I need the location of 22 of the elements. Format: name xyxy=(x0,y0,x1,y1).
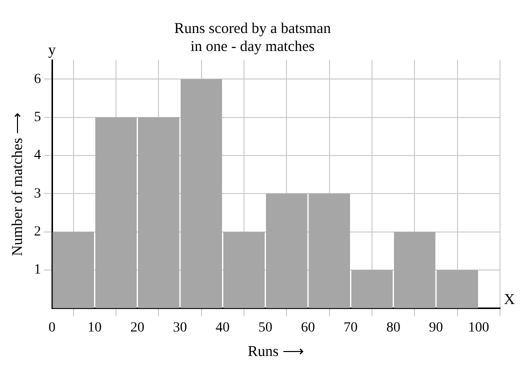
x-tick-label: 10 xyxy=(88,320,102,336)
y-axis-title: Number of matches ⟶ xyxy=(10,112,26,256)
text: y xyxy=(48,42,56,58)
y-tick-label: 3 xyxy=(34,186,41,202)
y-tick-label: 5 xyxy=(34,110,41,125)
text: X xyxy=(504,292,515,308)
y-tick-label: 4 xyxy=(34,148,41,164)
x-tick-label: 40 xyxy=(216,320,230,336)
x-tick-label: 0 xyxy=(48,320,56,336)
chart-title: Runs scored by a batsman in one - day matches xyxy=(174,20,332,55)
y-tick-label: 2 xyxy=(34,224,41,240)
x-tick-label: 30 xyxy=(173,320,187,336)
x-axis-title: Runs ⟶ xyxy=(248,344,304,360)
y-tick-label: 6 xyxy=(34,72,41,87)
x-tick-label: 70 xyxy=(344,320,358,336)
y-tick-label: 1 xyxy=(34,262,41,278)
x-tick-label: 50 xyxy=(258,320,272,336)
x-tick-label: 100 xyxy=(468,320,490,336)
x-tick-label: 90 xyxy=(429,320,443,336)
x-tick-label: 60 xyxy=(301,320,315,336)
x-tick-label: 20 xyxy=(130,320,144,336)
x-tick-label: 80 xyxy=(386,320,400,336)
